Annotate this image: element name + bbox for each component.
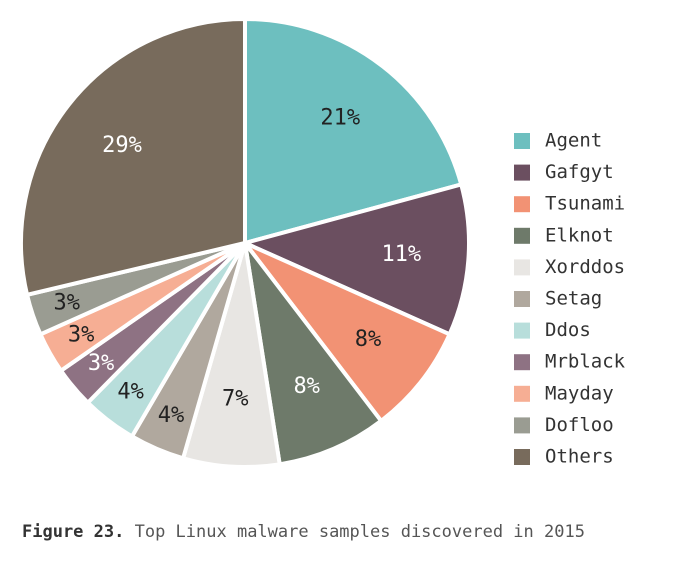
legend-label: Ddos	[545, 319, 591, 341]
legend-swatch	[514, 164, 530, 181]
slice-label: 29%	[102, 133, 142, 158]
slice-label: 11%	[381, 242, 421, 267]
legend-swatch	[514, 385, 530, 402]
pie-slice	[19, 16, 247, 298]
legend-label: Mrblack	[545, 351, 626, 373]
pie-slice	[243, 241, 453, 424]
legend-swatch	[514, 322, 530, 339]
caption-label: Figure 23.	[22, 522, 124, 542]
legend-swatch	[514, 259, 530, 276]
slice-label: 8%	[355, 327, 382, 352]
legend-label: Tsunami	[545, 193, 625, 215]
legend-label: Dofloo	[545, 414, 614, 436]
legend-swatch	[514, 133, 530, 149]
slice-label: 3%	[68, 322, 95, 347]
pie-slice	[243, 16, 464, 246]
legend-label: Gafgyt	[545, 161, 614, 183]
legend-swatch	[514, 449, 530, 465]
slice-label: 7%	[222, 386, 249, 411]
legend-label: Setag	[545, 288, 602, 310]
caption-text: Top Linux malware samples discovered in …	[135, 522, 585, 542]
pie-slice	[243, 241, 384, 467]
slice-label: 3%	[54, 290, 81, 315]
slice-label: 4%	[117, 379, 144, 404]
legend-swatch	[514, 227, 530, 244]
legend-swatch	[514, 354, 530, 371]
legend-swatch	[514, 291, 530, 307]
slice-label: 3%	[88, 351, 115, 376]
caption: Figure 23. Top Linux malware samples dis…	[22, 522, 585, 542]
legend-swatch	[514, 196, 530, 213]
legend-label: Mayday	[545, 382, 614, 404]
legend-label: Others	[545, 446, 614, 468]
legend-label: Xorddos	[545, 256, 625, 278]
slice-label: 21%	[320, 105, 360, 130]
legend-label: Elknot	[545, 224, 614, 246]
legend-label: Agent	[545, 130, 602, 152]
legend-swatch	[514, 417, 530, 434]
slice-label: 4%	[158, 403, 185, 428]
slice-label: 8%	[293, 374, 320, 399]
pie-slice	[239, 182, 471, 337]
